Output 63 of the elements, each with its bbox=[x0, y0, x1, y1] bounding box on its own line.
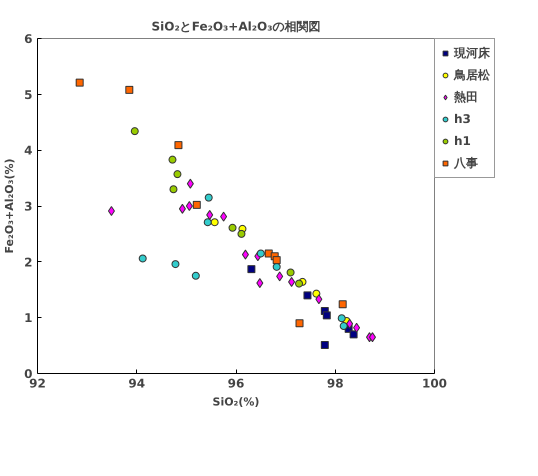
point bbox=[320, 341, 329, 350]
point bbox=[242, 250, 249, 260]
point bbox=[256, 249, 265, 258]
y-tick-label: 1 bbox=[24, 311, 33, 326]
point bbox=[350, 330, 358, 338]
point bbox=[130, 127, 139, 136]
point bbox=[228, 224, 237, 232]
legend-label: h3 bbox=[454, 112, 472, 126]
x-tick-label: 98 bbox=[326, 376, 344, 390]
point bbox=[338, 314, 346, 322]
point bbox=[220, 212, 228, 222]
chart-title: SiO₂とFe₂O₃+Al₂O₃の相関図 bbox=[152, 20, 320, 34]
point bbox=[204, 194, 213, 202]
point bbox=[192, 200, 201, 209]
point bbox=[346, 318, 354, 329]
point bbox=[186, 201, 193, 211]
point bbox=[186, 178, 194, 189]
point bbox=[303, 291, 312, 300]
point bbox=[338, 300, 347, 308]
legend-label: h1 bbox=[454, 134, 472, 148]
x-axis-title: SiO₂(%) bbox=[212, 396, 260, 408]
y-tick-label: 6 bbox=[24, 32, 33, 46]
point bbox=[237, 230, 246, 238]
legend-label: 八事 bbox=[454, 154, 478, 172]
point bbox=[296, 319, 304, 328]
point bbox=[276, 271, 284, 282]
point bbox=[288, 276, 296, 287]
point bbox=[315, 294, 322, 304]
point bbox=[272, 256, 281, 264]
point bbox=[169, 185, 178, 194]
point bbox=[247, 265, 256, 274]
point bbox=[192, 272, 200, 280]
point bbox=[353, 322, 360, 333]
y-axis-title: Fe₂O₃+Al₂O₃(%) bbox=[3, 158, 16, 254]
x-tick-label: 100 bbox=[422, 376, 448, 390]
point bbox=[138, 254, 147, 262]
point bbox=[174, 141, 182, 150]
point bbox=[204, 218, 212, 226]
point bbox=[210, 218, 219, 226]
point bbox=[171, 260, 180, 268]
y-tick-label: 3 bbox=[24, 200, 33, 214]
point bbox=[286, 268, 295, 276]
point bbox=[340, 322, 348, 330]
point bbox=[76, 78, 84, 87]
y-tick-label: 5 bbox=[24, 88, 33, 102]
point bbox=[108, 206, 115, 216]
x-tick-label: 96 bbox=[228, 376, 244, 390]
point bbox=[256, 278, 264, 288]
point bbox=[368, 332, 376, 342]
point bbox=[322, 311, 331, 320]
legend-label: 現河床 bbox=[454, 44, 490, 62]
y-tick-label: 2 bbox=[24, 255, 33, 270]
point bbox=[125, 86, 134, 94]
point bbox=[168, 156, 176, 164]
point bbox=[295, 280, 304, 288]
legend-label: 熱田 bbox=[454, 88, 478, 106]
x-tick-label: 92 bbox=[29, 376, 46, 390]
legend-label: 鳥居松 bbox=[454, 66, 490, 84]
point bbox=[206, 210, 214, 220]
point bbox=[178, 204, 186, 214]
point bbox=[173, 170, 182, 178]
y-tick-label: 4 bbox=[24, 144, 33, 158]
x-tick-label: 94 bbox=[128, 376, 146, 390]
